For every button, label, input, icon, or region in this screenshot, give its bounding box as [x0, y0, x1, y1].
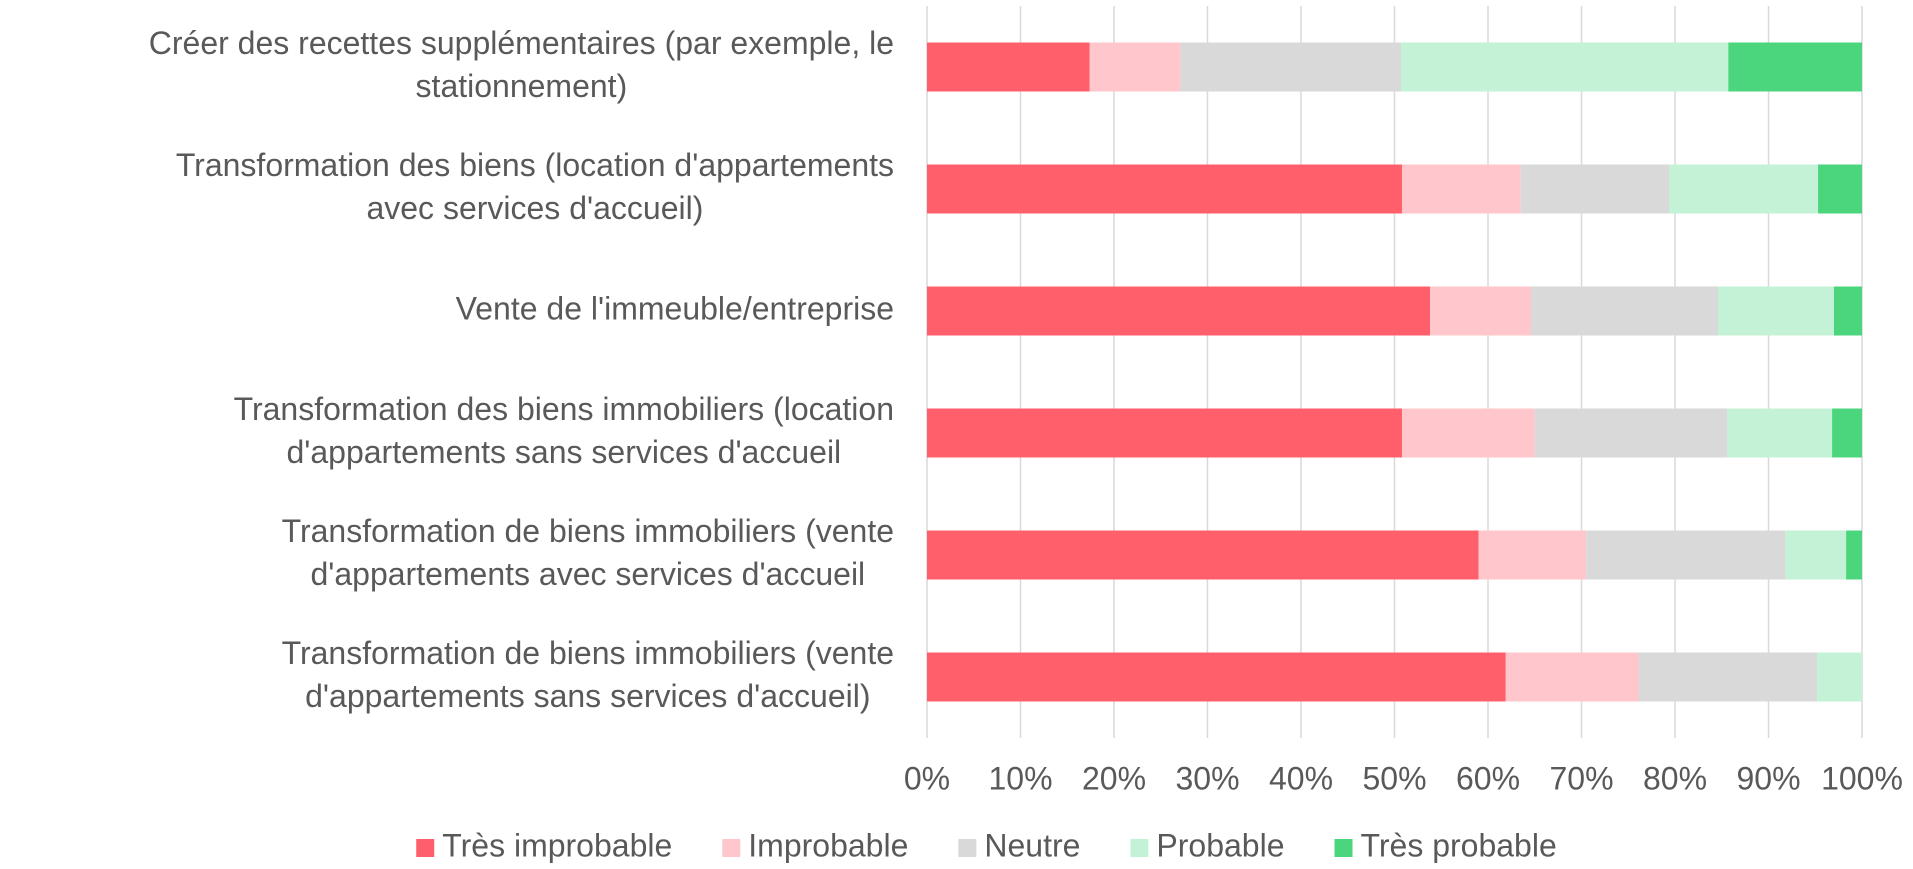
bar-segment	[1534, 408, 1728, 458]
legend-label: Très improbable	[442, 827, 672, 863]
bar-segment	[1846, 530, 1862, 580]
x-tick-label: 90%	[1736, 760, 1800, 796]
y-tick-label: avec services d'accueil)	[366, 190, 703, 226]
x-tick-label: 40%	[1269, 760, 1333, 796]
y-tick-label: d'appartements sans services d'accueil	[286, 434, 841, 470]
legend-swatch	[958, 839, 977, 857]
legend-label: Neutre	[984, 827, 1080, 863]
y-tick-label: Transformation des biens immobiliers (lo…	[234, 391, 894, 427]
x-tick-label: 50%	[1362, 760, 1426, 796]
category-label: Transformation de biens immobiliers (ven…	[282, 635, 894, 714]
bar-segment	[1430, 286, 1532, 336]
y-tick-label: d'appartements avec services d'accueil	[310, 556, 865, 592]
x-tick-label: 70%	[1549, 760, 1613, 796]
bar-segment	[1401, 164, 1521, 214]
bar-segment	[1478, 530, 1587, 580]
bar-segment	[927, 286, 1431, 336]
legend: Très improbable Improbable Neutre Probable T…	[416, 827, 1557, 863]
x-tick-label: 80%	[1643, 760, 1707, 796]
bar-segment	[1669, 164, 1819, 214]
y-tick-label: Transformation de biens immobiliers (ven…	[282, 513, 894, 549]
bar-segment	[1727, 408, 1833, 458]
category-label: Transformation de biens immobiliers (ven…	[282, 513, 894, 592]
bar-segment	[1089, 42, 1181, 92]
bar-segment	[1180, 42, 1402, 92]
y-tick-label: d'appartements sans services d'accueil)	[305, 678, 870, 714]
bar-segment	[1401, 408, 1535, 458]
y-tick-label: stationnement)	[416, 68, 628, 104]
grid	[926, 6, 1863, 738]
bar-segment	[1832, 408, 1862, 458]
bar-segment	[927, 652, 1506, 702]
x-tick-label: 0%	[904, 760, 950, 796]
x-tick-label: 60%	[1456, 760, 1520, 796]
bar-segment	[1817, 652, 1862, 702]
bar-segment	[1818, 164, 1862, 214]
bar-segment	[927, 164, 1402, 214]
y-tick-label: Transformation des biens (location d'app…	[176, 147, 894, 183]
bar-segment	[1833, 286, 1862, 336]
bar-segment	[1718, 286, 1834, 336]
bar-segment	[1586, 530, 1786, 580]
x-tick-label: 30%	[1175, 760, 1239, 796]
x-tick-label: 10%	[988, 760, 1052, 796]
y-tick-label: Créer des recettes supplémentaires (par …	[149, 25, 894, 61]
bar-segment	[1505, 652, 1639, 702]
legend-swatch	[1130, 839, 1149, 857]
bar-segment	[1520, 164, 1670, 214]
bar-segment	[1531, 286, 1719, 336]
bar-segment	[927, 408, 1402, 458]
legend-label: Improbable	[748, 827, 908, 863]
x-tick-label: 100%	[1821, 760, 1903, 796]
legend-swatch	[1334, 839, 1353, 857]
legend-swatch	[722, 839, 741, 857]
legend-label: Probable	[1156, 827, 1284, 863]
bar-segment	[927, 530, 1479, 580]
category-label: Vente de l'immeuble/entreprise	[456, 290, 894, 326]
legend-label: Très probable	[1361, 827, 1557, 863]
legend-swatch	[416, 839, 435, 857]
category-label: Transformation des biens (location d'app…	[176, 147, 894, 226]
category-label: Transformation des biens immobiliers (lo…	[234, 391, 894, 470]
y-tick-label: Transformation de biens immobiliers (ven…	[282, 635, 894, 671]
bar-segment	[1638, 652, 1818, 702]
y-tick-label: Vente de l'immeuble/entreprise	[456, 290, 894, 326]
bar-segment	[1401, 42, 1729, 92]
bar-segment	[927, 42, 1090, 92]
category-label: Créer des recettes supplémentaires (par …	[149, 25, 894, 104]
x-tick-label: 20%	[1082, 760, 1146, 796]
bar-segment	[1728, 42, 1862, 92]
bar-segment	[1785, 530, 1847, 580]
